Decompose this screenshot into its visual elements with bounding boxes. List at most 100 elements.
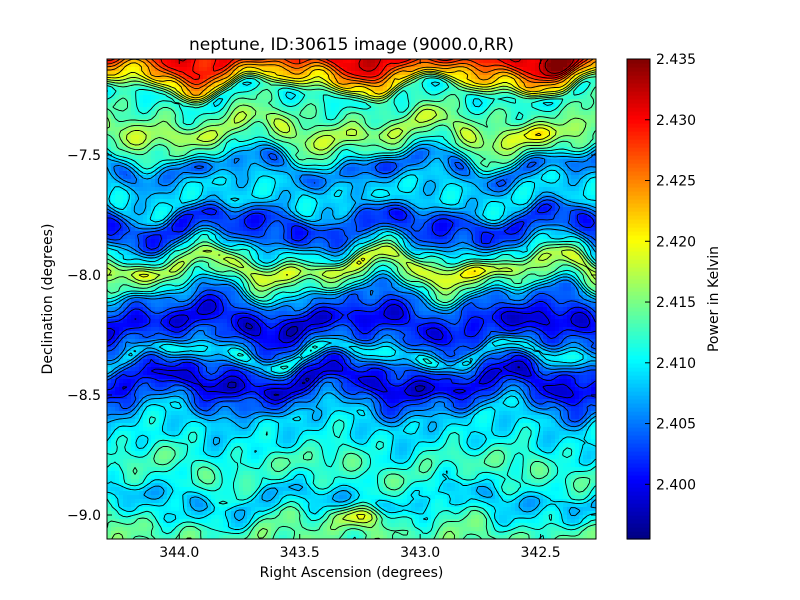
heatmap-cell	[111, 63, 116, 68]
heatmap-cell	[511, 71, 516, 76]
heatmap-cell	[183, 87, 188, 92]
heatmap-cell	[163, 103, 168, 108]
heatmap-cell	[119, 95, 124, 100]
heatmap-cell	[415, 79, 420, 84]
heatmap-cell	[247, 127, 252, 132]
heatmap-cell	[327, 203, 332, 208]
heatmap-cell	[251, 123, 256, 128]
heatmap-cell	[303, 159, 308, 164]
heatmap-cell	[491, 67, 496, 72]
heatmap-cell	[191, 191, 196, 196]
heatmap-cell	[311, 203, 316, 208]
heatmap-cell	[203, 75, 208, 80]
heatmap-cell	[411, 99, 416, 104]
heatmap-cell	[263, 131, 268, 136]
heatmap-cell	[391, 75, 396, 80]
heatmap-cell	[391, 71, 396, 76]
heatmap-cell	[491, 167, 496, 172]
heatmap-cell	[339, 103, 344, 108]
heatmap-cell	[135, 155, 140, 160]
heatmap-cell	[251, 215, 256, 220]
heatmap-cell	[411, 131, 416, 136]
heatmap-cell	[423, 75, 428, 80]
heatmap-cell	[107, 63, 112, 68]
heatmap-cell	[203, 127, 208, 132]
heatmap-cell	[143, 139, 148, 144]
heatmap-cell	[223, 187, 228, 192]
heatmap-cell	[215, 119, 220, 124]
heatmap-cell	[379, 107, 384, 112]
heatmap-cell	[399, 83, 404, 88]
heatmap-cell	[563, 215, 568, 220]
heatmap-cell	[255, 167, 260, 172]
heatmap-cell	[439, 151, 444, 156]
heatmap-cell	[343, 191, 348, 196]
heatmap-cell	[195, 67, 200, 72]
heatmap-cell	[123, 147, 128, 152]
heatmap-cell	[279, 103, 284, 108]
heatmap-cell	[271, 151, 276, 156]
heatmap-cell	[123, 87, 128, 92]
heatmap-cell	[227, 71, 232, 76]
heatmap-cell	[283, 87, 288, 92]
heatmap-cell	[479, 207, 484, 212]
heatmap-cell	[383, 167, 388, 172]
heatmap-cell	[291, 111, 296, 116]
heatmap-cell	[455, 107, 460, 112]
heatmap-cell	[163, 131, 168, 136]
heatmap-cell	[319, 71, 324, 76]
heatmap-cell	[187, 79, 192, 84]
heatmap-cell	[255, 83, 260, 88]
heatmap-cell	[191, 87, 196, 92]
heatmap-cell	[427, 59, 432, 64]
heatmap-cell	[551, 67, 556, 72]
heatmap-cell	[367, 91, 372, 96]
heatmap-cell	[267, 83, 272, 88]
heatmap-cell	[411, 135, 416, 140]
heatmap-cell	[475, 143, 480, 148]
heatmap-cell	[179, 147, 184, 152]
heatmap-cell	[271, 115, 276, 120]
heatmap-cell	[107, 135, 112, 140]
heatmap-cell	[167, 187, 172, 192]
heatmap-cell	[187, 171, 192, 176]
heatmap-cell	[391, 107, 396, 112]
heatmap-cell	[247, 183, 252, 188]
heatmap-cell	[179, 75, 184, 80]
heatmap-cell	[279, 87, 284, 92]
heatmap-cell	[479, 103, 484, 108]
heatmap-cell	[535, 87, 540, 92]
heatmap-cell	[551, 75, 556, 80]
heatmap-cell	[423, 155, 428, 160]
heatmap-cell	[491, 163, 496, 168]
heatmap-cell	[415, 99, 420, 104]
heatmap-cell	[451, 107, 456, 112]
heatmap-cell	[399, 171, 404, 176]
heatmap-cell	[523, 67, 528, 72]
heatmap-cell	[131, 59, 136, 64]
heatmap-cell	[519, 87, 524, 92]
heatmap-cell	[439, 107, 444, 112]
heatmap-cell	[427, 151, 432, 156]
heatmap-cell	[519, 59, 524, 64]
heatmap-cell	[431, 59, 436, 64]
heatmap-cell	[119, 143, 124, 148]
heatmap-cell	[383, 139, 388, 144]
heatmap-cell	[343, 103, 348, 108]
heatmap-cell	[271, 63, 276, 68]
heatmap-cell	[227, 107, 232, 112]
heatmap-cell	[407, 127, 412, 132]
heatmap-cell	[403, 107, 408, 112]
heatmap-cell	[319, 139, 324, 144]
heatmap-cell	[451, 63, 456, 68]
heatmap-cell	[379, 103, 384, 108]
heatmap-cell	[315, 155, 320, 160]
heatmap-cell	[459, 159, 464, 164]
heatmap-cell	[507, 123, 512, 128]
heatmap-cell	[503, 127, 508, 132]
heatmap-cell	[515, 159, 520, 164]
heatmap-cell	[587, 135, 592, 140]
heatmap-cell	[359, 119, 364, 124]
heatmap-cell	[327, 163, 332, 168]
heatmap-cell	[179, 79, 184, 84]
